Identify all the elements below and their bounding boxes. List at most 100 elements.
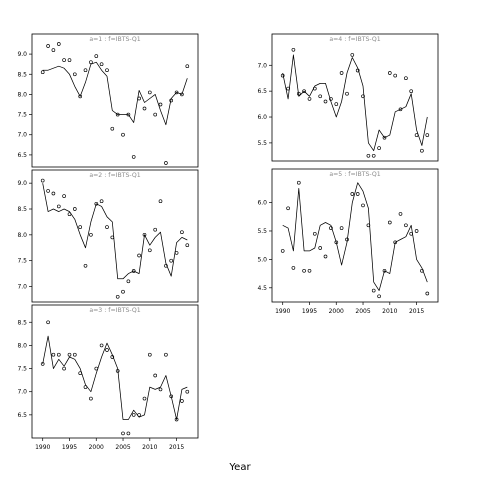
observation-point <box>94 366 99 371</box>
observation-point <box>121 431 125 436</box>
observation-point <box>137 96 141 101</box>
observation-point <box>126 112 131 117</box>
panel-frame <box>271 33 439 162</box>
observation-point <box>185 389 190 394</box>
observation-point <box>51 48 56 52</box>
observation-point <box>56 42 61 46</box>
observation-point <box>387 220 392 225</box>
observation-point <box>51 191 56 196</box>
observation-point <box>307 97 312 101</box>
observation-point <box>99 62 104 67</box>
panel-4: a=4 : f=IBTS-Q1 5.5 6.0 6.5 7.0 <box>257 33 439 162</box>
observation-point <box>185 64 190 69</box>
panel-frame <box>31 33 199 168</box>
observation-point <box>78 94 83 99</box>
observation-point <box>83 68 88 73</box>
x-tick-label: 2010 <box>142 444 157 451</box>
y-tick-label: 8.5 <box>17 71 27 78</box>
observation-point <box>318 246 323 250</box>
panel-2: a=2 : f=IBTS-Q1 7.0 7.5 8.0 8.5 9.0 <box>17 169 199 303</box>
observation-point <box>83 385 88 389</box>
x-tick-label: 2005 <box>355 308 370 315</box>
observation-point <box>40 70 45 75</box>
observation-point <box>169 258 174 263</box>
observation-point <box>286 86 290 91</box>
observation-point <box>393 240 398 245</box>
observation-point <box>174 90 179 95</box>
observation-point <box>345 237 349 242</box>
y-tick-label: 4.5 <box>257 285 267 292</box>
observation-point <box>366 153 371 158</box>
observation-point <box>382 135 387 140</box>
observation-point <box>425 133 430 137</box>
observation-point <box>72 72 77 77</box>
observation-point <box>78 371 83 376</box>
x-tick-label: 2015 <box>409 308 424 315</box>
y-tick-label: 5.0 <box>257 256 267 263</box>
observation-point <box>46 189 50 193</box>
y-tick-label: 6.5 <box>257 88 267 95</box>
y-tick-label: 5.5 <box>257 140 267 147</box>
observation-point <box>302 268 306 273</box>
observation-point <box>307 268 312 273</box>
y-tick-label: 8.0 <box>17 342 27 349</box>
model-fit-line <box>42 183 188 280</box>
observation-point <box>420 268 424 273</box>
observation-point <box>72 207 77 211</box>
observation-point <box>291 266 296 270</box>
panel-5: a=5 : f=IBTS-Q1 4.5 5.0 5.5 6.0 1990 1995 2000 2… <box>257 168 439 315</box>
y-tick-label: 6.0 <box>257 114 267 121</box>
observation-point <box>56 352 61 357</box>
observation-point <box>126 431 131 436</box>
observation-point <box>121 289 125 294</box>
observation-point <box>404 76 408 81</box>
observation-point <box>83 263 88 268</box>
observation-point <box>312 231 317 236</box>
x-tick-label: 1990 <box>275 308 290 315</box>
observation-point <box>110 355 115 359</box>
x-tick-label: 2015 <box>169 444 184 451</box>
observation-point <box>280 249 285 253</box>
observation-point <box>147 90 152 95</box>
observation-point <box>323 99 328 104</box>
observation-point <box>62 194 66 198</box>
observation-point <box>110 126 115 131</box>
observation-point <box>67 212 72 217</box>
observation-point <box>142 106 147 111</box>
x-tick-label: 2000 <box>329 308 344 315</box>
y-tick-label: 8.5 <box>17 319 27 326</box>
panel-1: a=1 : f=IBTS-Q1 6.5 7.0 7.5 8.0 8.5 9.0 <box>17 33 199 168</box>
observation-point <box>180 92 184 97</box>
observation-point <box>89 60 93 65</box>
y-tick-label: 8.0 <box>17 232 27 239</box>
x-tick-label: 2005 <box>115 444 130 451</box>
observation-point <box>115 294 120 299</box>
observation-point <box>153 112 158 117</box>
panel-frame <box>271 168 439 303</box>
observation-point <box>361 203 365 208</box>
panels-layer: a=1 : f=IBTS-Q16.57.07.58.08.59.0a=2 : f… <box>17 33 439 451</box>
observation-point <box>404 223 408 228</box>
observation-point <box>371 153 376 158</box>
observation-point <box>40 178 45 183</box>
observation-point <box>94 54 99 58</box>
observation-point <box>78 225 83 229</box>
observation-point <box>105 225 109 229</box>
observation-point <box>131 413 136 417</box>
y-tick-label: 5.5 <box>257 228 267 235</box>
panel-strip-label: a=5 : f=IBTS-Q1 <box>329 171 380 178</box>
observation-point <box>137 253 141 258</box>
y-tick-label: 6.5 <box>17 152 27 159</box>
observation-point <box>350 192 355 196</box>
observation-point <box>62 366 66 371</box>
observation-point <box>94 201 99 206</box>
observation-point <box>89 232 93 237</box>
model-fit-line <box>282 182 428 291</box>
observation-point <box>67 58 72 62</box>
panel-strip-label: a=1 : f=IBTS-Q1 <box>89 36 140 43</box>
y-tick-label: 7.0 <box>17 132 27 139</box>
observation-point <box>312 86 317 91</box>
observation-point <box>67 352 72 357</box>
observation-point <box>142 232 147 237</box>
